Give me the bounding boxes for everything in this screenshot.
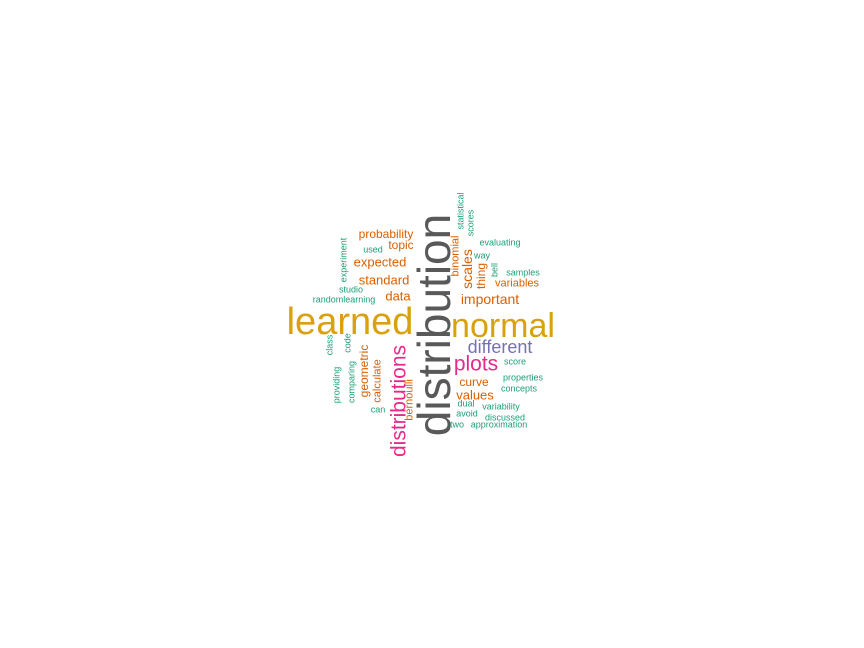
- word-topic: topic: [388, 238, 414, 252]
- word-learned: learned: [286, 301, 414, 343]
- word-different: different: [467, 337, 533, 357]
- word-comparing: comparing: [346, 360, 357, 404]
- word-binomial: binomial: [449, 235, 462, 277]
- word-score: score: [503, 356, 527, 367]
- word-two: two: [449, 419, 465, 430]
- word-experiment: experiment: [338, 237, 349, 283]
- word-can: can: [370, 404, 386, 415]
- word-thing: thing: [474, 262, 488, 290]
- word-properties: properties: [502, 372, 544, 383]
- word-statistical: statistical: [455, 192, 466, 230]
- word-code: code: [342, 333, 353, 353]
- word-providing: providing: [331, 366, 342, 404]
- word-scales: scales: [459, 249, 475, 289]
- word-geometric: geometric: [357, 344, 371, 398]
- word-studio: studio: [338, 284, 364, 295]
- word-evaluating: evaluating: [479, 237, 521, 248]
- word-values: values: [456, 387, 494, 403]
- word-dual: dual: [457, 398, 475, 409]
- word-scores: scores: [465, 209, 476, 237]
- word-expected: expected: [353, 254, 407, 270]
- word-plots: plots: [453, 352, 499, 376]
- word-approximation: approximation: [470, 419, 528, 430]
- word-variables: variables: [494, 277, 540, 290]
- word-samples: samples: [506, 267, 540, 278]
- word-concepts: concepts: [500, 383, 538, 394]
- word-important: important: [460, 291, 520, 307]
- word-variability: variability: [482, 401, 520, 412]
- word-bernoulli: bernoulli: [403, 379, 416, 421]
- word-randomlearning: randomlearning: [312, 294, 376, 305]
- word-class: class: [324, 334, 335, 356]
- word-discussed: discussed: [484, 412, 526, 423]
- word-curve: curve: [459, 375, 489, 389]
- word-used: used: [363, 244, 383, 255]
- word-bell: bell: [489, 262, 500, 278]
- word-avoid: avoid: [456, 408, 478, 419]
- word-data: data: [385, 288, 411, 304]
- word-way: way: [473, 250, 491, 261]
- word-calculate: calculate: [371, 359, 384, 403]
- word-standard: standard: [358, 272, 410, 288]
- word-normal: normal: [451, 307, 555, 345]
- word-probability: probability: [358, 227, 414, 241]
